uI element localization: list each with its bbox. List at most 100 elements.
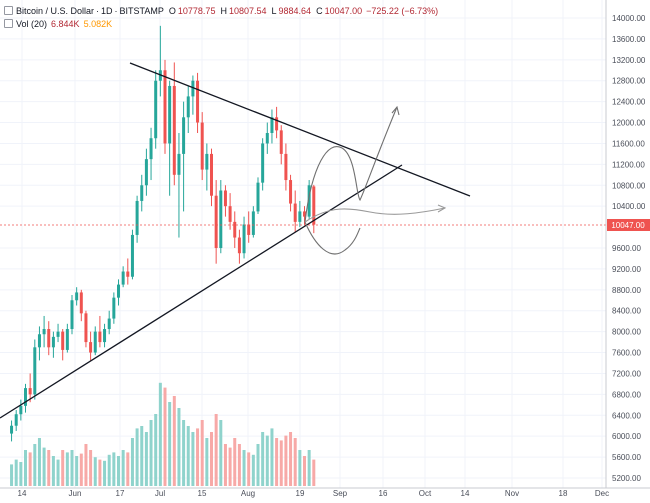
volume-bar xyxy=(307,450,311,486)
volume-bar xyxy=(84,444,88,486)
volume-bar xyxy=(107,454,111,486)
time-axis-label: 14 xyxy=(18,489,27,498)
volume-bar xyxy=(89,450,93,486)
price-tag-value: 10047.00 xyxy=(611,221,645,230)
candle-body-up xyxy=(182,117,186,154)
candle-body-up xyxy=(107,318,111,330)
volume-indicator-label[interactable]: Vol (20) xyxy=(16,18,48,29)
time-axis-label: Nov xyxy=(505,489,519,498)
volume-bar xyxy=(47,450,51,486)
volume-bar xyxy=(103,460,107,486)
volume-bar xyxy=(251,454,255,486)
candle-body-down xyxy=(233,221,237,238)
volume-bar xyxy=(237,444,241,486)
arrow-right-icon xyxy=(437,204,447,213)
volume-bar xyxy=(228,447,232,486)
symbol-name[interactable]: Bitcoin / U.S. Dollar xyxy=(16,5,95,16)
volume-bar xyxy=(79,453,83,486)
volume-value: 6.844K xyxy=(51,18,80,29)
candle-body-down xyxy=(28,388,32,395)
candle-body-down xyxy=(289,180,293,204)
price-axis-label: 5200.00 xyxy=(612,474,641,483)
volume-bar xyxy=(284,435,288,486)
eye-icon[interactable] xyxy=(4,6,13,15)
volume-bar xyxy=(186,426,190,486)
volume-bar xyxy=(270,428,274,486)
candle-body-down xyxy=(98,331,102,343)
candle-body-up xyxy=(14,414,18,426)
high-value: 10807.54 xyxy=(228,5,267,16)
candle-body-up xyxy=(205,153,209,170)
volume-bar xyxy=(37,438,41,486)
candle-body-up xyxy=(265,133,269,144)
interval-label[interactable]: 1D xyxy=(101,5,113,16)
time-axis[interactable]: 14 Jun 17 Jul 15 Aug 19 Sep 16 Oct 14 Nov 18 Dec xyxy=(18,489,610,498)
candle-body-up xyxy=(177,153,181,175)
close-value: 10047.00 xyxy=(324,5,363,16)
volume-bar xyxy=(261,432,265,486)
volume-bar xyxy=(33,444,37,486)
price-axis-label: 13200.00 xyxy=(612,56,646,65)
volume-bar xyxy=(75,456,79,486)
candle-body-down xyxy=(196,80,200,123)
candle-body-down xyxy=(293,203,297,222)
current-price-tag: 10047.00 xyxy=(607,219,650,231)
sideways-projection[interactable] xyxy=(304,207,446,223)
volume-bar xyxy=(126,452,130,486)
candle-body-down xyxy=(200,122,204,170)
change-value: −725.22 (−6.73%) xyxy=(366,5,439,16)
candle-body-down xyxy=(163,70,167,144)
candle-body-down xyxy=(284,153,288,181)
volume-bar xyxy=(293,438,297,486)
candle-body-down xyxy=(303,211,306,217)
candle-body-up xyxy=(10,425,14,434)
volume-bar xyxy=(172,396,176,486)
volume-ma-value: 5.082K xyxy=(83,18,113,29)
exchange-label: BITSTAMP xyxy=(119,5,164,16)
time-axis-label: Dec xyxy=(595,489,609,498)
volume-bar xyxy=(135,428,139,486)
volume-bar xyxy=(219,420,223,486)
volume-bar xyxy=(242,450,246,486)
price-axis-label: 12800.00 xyxy=(612,77,646,86)
volume-bar xyxy=(14,459,18,486)
candle-body-up xyxy=(256,182,260,212)
volume-bar xyxy=(289,432,293,486)
time-axis-label: 15 xyxy=(198,489,207,498)
candle-body-down xyxy=(61,331,65,350)
volume-bar xyxy=(223,444,227,486)
candle-body-up xyxy=(298,211,302,222)
candle-body-down xyxy=(84,313,88,343)
eye-icon[interactable] xyxy=(4,19,13,28)
resistance-trend-line[interactable] xyxy=(129,62,471,197)
volume-bar xyxy=(233,438,237,486)
price-axis-label: 10800.00 xyxy=(612,181,646,190)
volume-bar xyxy=(98,459,102,486)
candle-body-up xyxy=(168,85,172,144)
candle-body-up xyxy=(65,329,69,350)
candle-body-up xyxy=(270,117,274,133)
volume-bar xyxy=(121,450,125,486)
candle-body-down xyxy=(79,292,83,314)
time-axis-label: 14 xyxy=(461,489,470,498)
close-label: C xyxy=(316,5,323,16)
breakdown-projection[interactable] xyxy=(304,221,361,255)
candle-body-down xyxy=(312,186,316,225)
volume-bar xyxy=(196,428,200,486)
price-axis[interactable]: 14000.00 13600.00 13200.00 12800.00 12400.00… xyxy=(612,14,646,483)
candle-body-down xyxy=(89,342,93,353)
candle-body-up xyxy=(154,80,158,139)
volume-bar xyxy=(56,459,60,486)
breakout-up-projection[interactable] xyxy=(304,106,398,223)
candle-body-up xyxy=(42,329,46,335)
candle-body-up xyxy=(219,190,223,248)
candle-body-up xyxy=(75,292,79,301)
support-trend-line[interactable] xyxy=(0,164,403,419)
candle-body-up xyxy=(121,271,125,285)
candle-body-up xyxy=(70,300,74,330)
low-label: L xyxy=(271,5,277,16)
